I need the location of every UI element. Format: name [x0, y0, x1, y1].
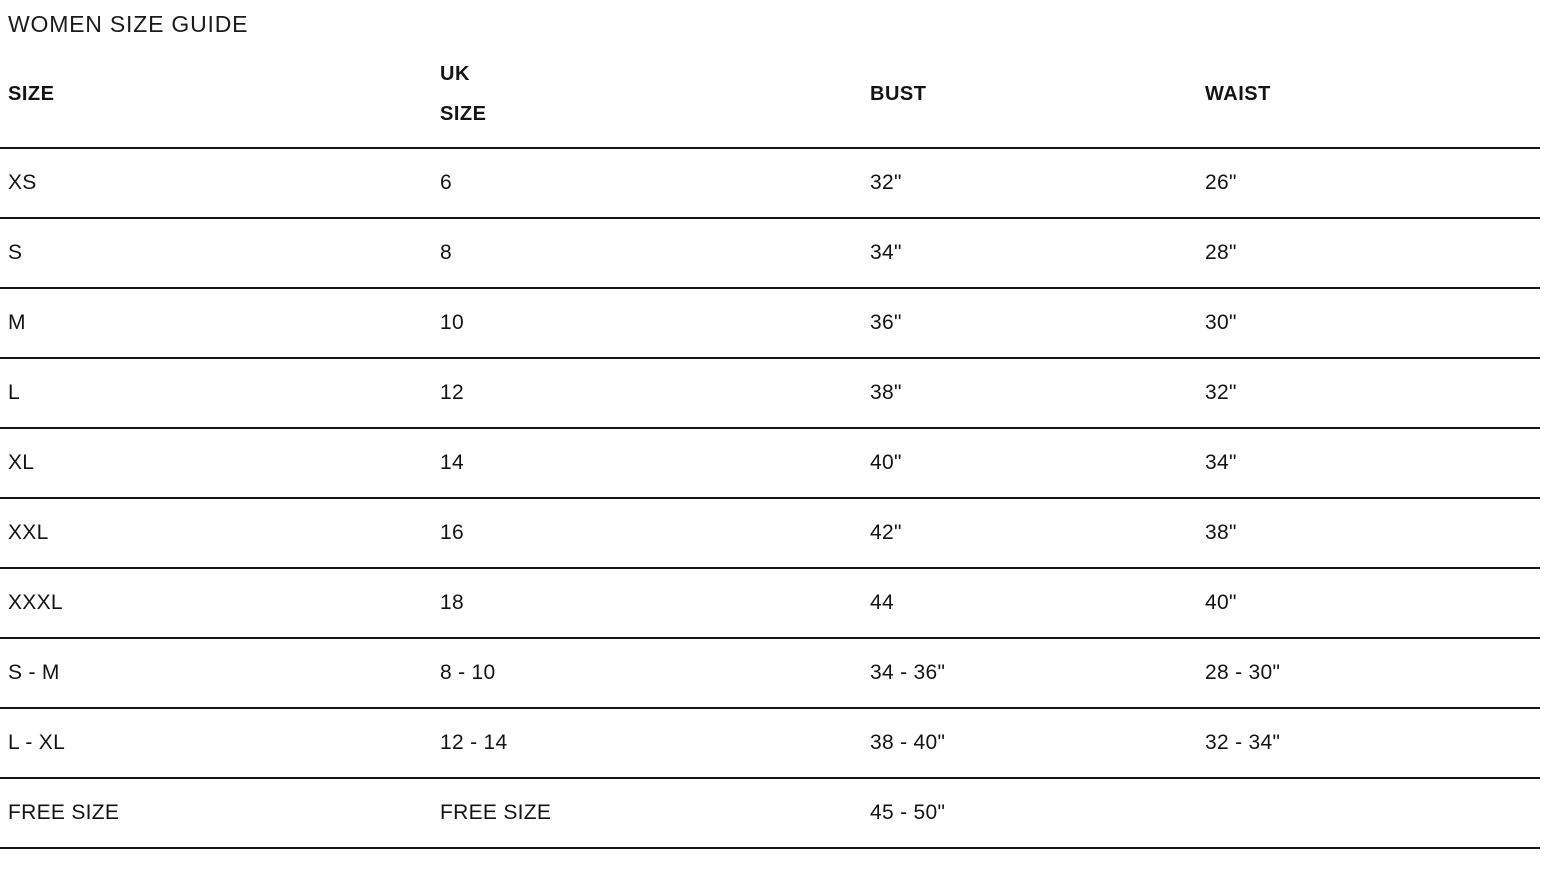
- cell-waist: 28 - 30": [1205, 638, 1540, 709]
- cell-size: L - XL: [0, 708, 440, 779]
- header-row: SIZE UK SIZE BUST WAIST: [0, 38, 1540, 149]
- column-header-label: WAIST: [1205, 82, 1271, 105]
- table-row: M 10 36" 30": [0, 288, 1540, 359]
- cell-waist: 32": [1205, 358, 1540, 429]
- cell-bust: 45 - 50": [870, 778, 1205, 849]
- cell-bust: 38 - 40": [870, 708, 1205, 779]
- cell-bust: 44: [870, 568, 1205, 639]
- cell-waist: [1205, 778, 1540, 849]
- table-row: L - XL 12 - 14 38 - 40" 32 - 34": [0, 708, 1540, 779]
- cell-uk_size: 8: [440, 218, 870, 289]
- table-row: L 12 38" 32": [0, 358, 1540, 429]
- cell-waist: 28": [1205, 218, 1540, 289]
- cell-size: M: [0, 288, 440, 359]
- column-header-uk_size: UK SIZE: [440, 38, 870, 149]
- cell-bust: 36": [870, 288, 1205, 359]
- cell-size: XS: [0, 148, 440, 219]
- table-row: XS 6 32" 26": [0, 148, 1540, 219]
- column-header-label: UK SIZE: [440, 62, 487, 125]
- cell-uk_size: 12: [440, 358, 870, 429]
- table-row: XL 14 40" 34": [0, 428, 1540, 499]
- table-row: XXL 16 42" 38": [0, 498, 1540, 569]
- cell-size: XL: [0, 428, 440, 499]
- cell-waist: 30": [1205, 288, 1540, 359]
- cell-waist: 26": [1205, 148, 1540, 219]
- column-header-label: SIZE: [8, 82, 55, 105]
- cell-uk_size: FREE SIZE: [440, 778, 870, 849]
- column-header-size: SIZE: [0, 38, 440, 149]
- table-row: FREE SIZE FREE SIZE 45 - 50": [0, 778, 1540, 849]
- cell-uk_size: 6: [440, 148, 870, 219]
- cell-bust: 42": [870, 498, 1205, 569]
- cell-size: S - M: [0, 638, 440, 709]
- cell-bust: 38": [870, 358, 1205, 429]
- column-header-waist: WAIST: [1205, 38, 1540, 149]
- column-header-bust: BUST: [870, 38, 1205, 149]
- cell-size: XXXL: [0, 568, 440, 639]
- cell-size: L: [0, 358, 440, 429]
- table-row: XXXL 18 44 40": [0, 568, 1540, 639]
- cell-bust: 32": [870, 148, 1205, 219]
- page-title: WOMEN SIZE GUIDE: [8, 11, 249, 37]
- cell-uk_size: 16: [440, 498, 870, 569]
- cell-waist: 38": [1205, 498, 1540, 569]
- cell-waist: 34": [1205, 428, 1540, 499]
- cell-bust: 34": [870, 218, 1205, 289]
- cell-size: FREE SIZE: [0, 778, 440, 849]
- cell-uk_size: 8 - 10: [440, 638, 870, 709]
- table-row: S 8 34" 28": [0, 218, 1540, 289]
- cell-uk_size: 10: [440, 288, 870, 359]
- cell-bust: 40": [870, 428, 1205, 499]
- column-header-label: BUST: [870, 82, 927, 105]
- cell-uk_size: 18: [440, 568, 870, 639]
- cell-uk_size: 14: [440, 428, 870, 499]
- cell-size: S: [0, 218, 440, 289]
- cell-uk_size: 12 - 14: [440, 708, 870, 779]
- cell-bust: 34 - 36": [870, 638, 1205, 709]
- cell-size: XXL: [0, 498, 440, 569]
- size-guide-table: SIZE UK SIZE BUST WAIST XS 6 32" 26" S 8 34" 28" M 1…: [0, 38, 1540, 849]
- table-body: XS 6 32" 26" S 8 34" 28" M 10 36" 30" L 12 38" 32" XL 14 4…: [0, 148, 1540, 849]
- cell-waist: 32 - 34": [1205, 708, 1540, 779]
- cell-waist: 40": [1205, 568, 1540, 639]
